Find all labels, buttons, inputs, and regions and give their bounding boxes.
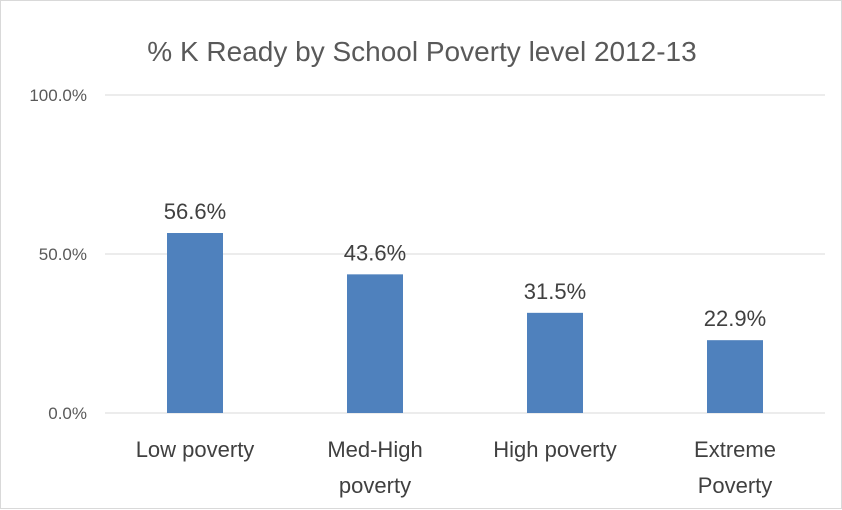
category-label: Extreme	[694, 437, 776, 462]
data-labels: 56.6% 43.6% 31.5% 22.9%	[164, 199, 766, 331]
chart-title: % K Ready by School Poverty level 2012-1…	[147, 36, 696, 67]
category-label: Poverty	[698, 473, 773, 498]
data-label: 56.6%	[164, 199, 226, 224]
data-label: 31.5%	[524, 279, 586, 304]
bars	[167, 233, 763, 413]
y-axis-ticks: 0.0% 50.0% 100.0%	[29, 86, 87, 423]
bar	[167, 233, 223, 413]
y-tick-label: 100.0%	[29, 86, 87, 105]
category-label: Low poverty	[136, 437, 255, 462]
bar	[527, 312, 583, 413]
y-tick-label: 0.0%	[48, 404, 87, 423]
data-label: 22.9%	[704, 306, 766, 331]
data-label: 43.6%	[344, 240, 406, 265]
gridlines	[105, 94, 825, 414]
category-label: Med-High	[327, 437, 422, 462]
category-label: poverty	[339, 473, 411, 498]
category-label: High poverty	[493, 437, 617, 462]
bar	[707, 340, 763, 413]
category-labels: Low poverty Med-High poverty High poverty Ex…	[136, 437, 776, 498]
y-tick-label: 50.0%	[39, 245, 87, 264]
bar	[347, 274, 403, 413]
